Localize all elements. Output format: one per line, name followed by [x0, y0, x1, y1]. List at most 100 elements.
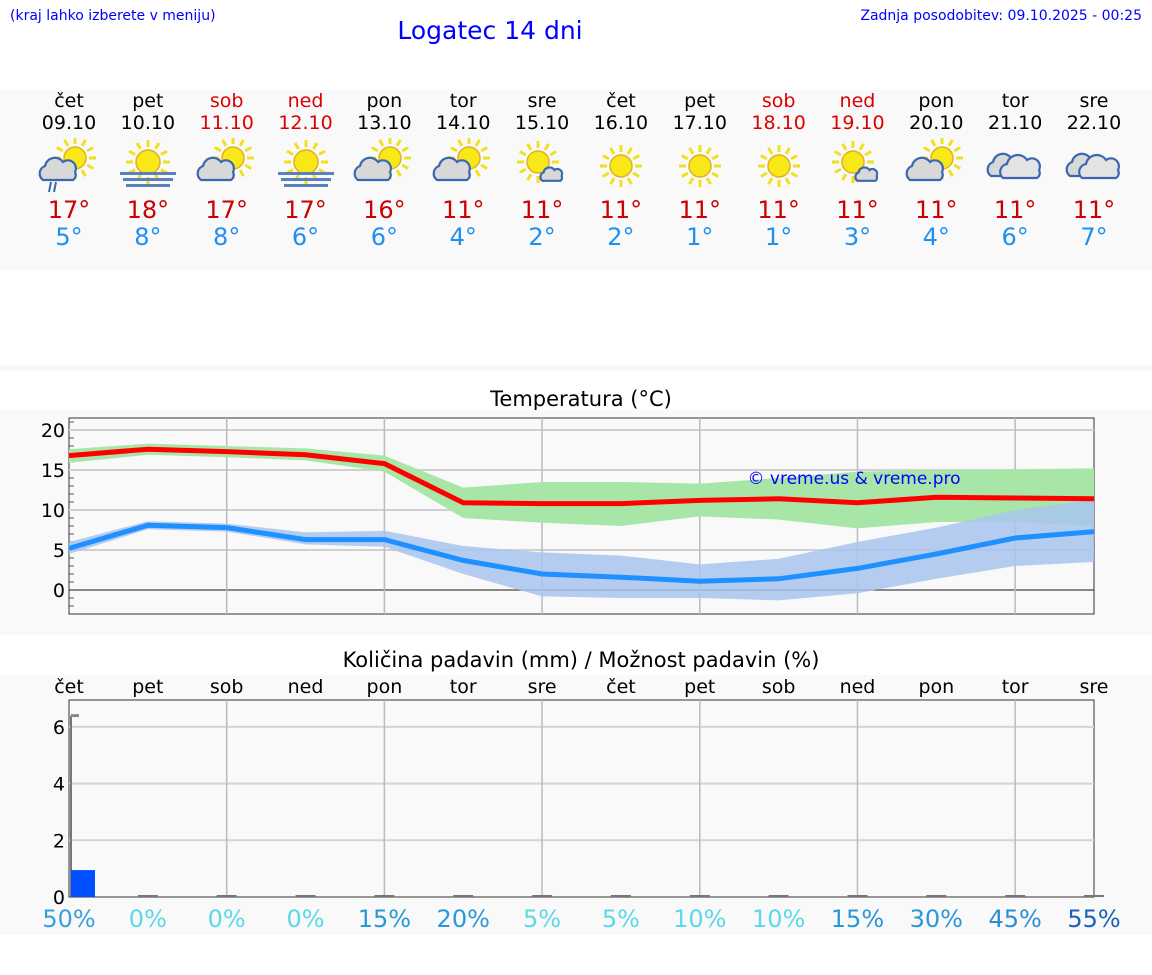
x-tick-label: čet — [606, 676, 636, 698]
min-temp: 6° — [370, 223, 399, 251]
min-temp: 4° — [449, 223, 477, 251]
weekday: pon — [366, 90, 403, 112]
date: 11.10 — [199, 112, 254, 134]
precipitation-chart: 0 2 4 6 čet pet sob ned pon tor sre čet pet sob ned pon… — [42, 676, 1120, 933]
day-forecast: čet 16.10 11° 2° — [581, 90, 661, 250]
temperature-chart-panel: 0 5 10 15 20 © vreme.us & vreme.pro — [0, 410, 1152, 635]
y-tick-label: 6 — [53, 717, 65, 739]
date: 12.10 — [278, 112, 333, 134]
cloudy-icon — [986, 152, 1042, 180]
sun-icon — [678, 145, 721, 187]
min-temp: 6° — [1001, 223, 1029, 251]
weekday: tor — [1001, 90, 1029, 112]
day-forecast: čet 09.10 17° 5° — [29, 90, 109, 250]
precip-probability: 10% — [673, 905, 726, 933]
max-temp: 11° — [1072, 196, 1116, 224]
temperature-chart-title: Temperatura (°C) — [490, 387, 672, 411]
day-forecast: pon 20.10 11° 4° — [896, 90, 976, 250]
max-temp: 11° — [993, 196, 1037, 224]
max-temp: 11° — [520, 196, 564, 224]
precipitation-chart-title: Količina padavin (mm) / Možnost padavin … — [342, 648, 820, 672]
date: 17.10 — [672, 112, 727, 134]
temperature-chart: 0 5 10 15 20 © vreme.us & vreme.pro — [41, 417, 1095, 615]
min-temp-band — [69, 499, 1094, 601]
x-tick-label: tor — [450, 676, 477, 698]
sun-icon — [599, 145, 642, 187]
precip-bar — [847, 895, 868, 897]
precip-probability: 45% — [988, 905, 1041, 933]
max-temp: 18° — [126, 196, 170, 224]
sun-small-cloud-icon — [517, 141, 564, 183]
precip-probability: 30% — [910, 905, 963, 933]
max-temp-band — [69, 443, 1094, 529]
weekday: ned — [287, 90, 324, 112]
precip-bar — [453, 895, 474, 897]
day-forecast: sob 18.10 11° 1° — [739, 90, 819, 250]
weekday: pet — [132, 90, 164, 112]
day-forecast: sre 22.10 11° 7° — [1054, 90, 1134, 250]
cloudy-icon — [1065, 152, 1120, 180]
partly-cloudy-rain-icon — [38, 138, 96, 193]
min-temp: 1° — [764, 223, 793, 251]
min-temp: 3° — [843, 223, 872, 251]
precip-bar — [295, 895, 316, 897]
precip-probability: 55% — [1067, 905, 1120, 933]
max-temp: 11° — [678, 196, 722, 224]
date: 20.10 — [909, 112, 964, 134]
precip-bar — [137, 895, 158, 897]
date: 14.10 — [436, 112, 491, 134]
precip-probability: 10% — [752, 905, 805, 933]
partly-cloudy-icon — [354, 138, 412, 182]
precip-bar — [532, 895, 553, 897]
y-tick-label: 0 — [53, 887, 65, 909]
max-temp: 11° — [757, 196, 800, 224]
x-tick-label: pet — [684, 676, 715, 698]
max-temp: 11° — [599, 196, 643, 224]
y-tick-label: 2 — [53, 830, 65, 852]
y-tick-label: 15 — [41, 460, 65, 482]
date: 10.10 — [120, 112, 176, 134]
precip-bar — [926, 895, 947, 897]
day-forecast: tor 21.10 11° 6° — [975, 90, 1055, 250]
plot-area — [68, 699, 1095, 898]
x-tick-label: pet — [132, 676, 163, 698]
day-forecast: ned 19.10 11° 3° — [817, 90, 897, 250]
precip-probability: 5% — [523, 905, 561, 933]
day-forecast: tor 14.10 11° 4° — [423, 90, 503, 250]
day-forecast: pet 17.10 11° 1° — [660, 90, 740, 250]
date: 16.10 — [593, 112, 649, 134]
min-temp: 8° — [213, 223, 241, 251]
date: 18.10 — [751, 112, 806, 134]
precip-probability: 5% — [602, 905, 640, 933]
x-tick-label: sob — [210, 676, 244, 698]
y-tick-label: 5 — [53, 540, 65, 562]
sun-fog-icon — [119, 140, 176, 187]
last-update: Zadnja posodobitev: 09.10.2025 - 00:25 — [860, 8, 1142, 24]
weekday: ned — [839, 90, 876, 112]
day-forecast: ned 12.10 17° 6° — [266, 90, 346, 250]
daily-forecast-strip: čet 09.10 17° 5° pet 10.10 18° 8° sob 11.1… — [0, 90, 1152, 270]
y-tick-label: 10 — [41, 500, 65, 522]
date: 09.10 — [41, 112, 97, 134]
day-forecast: sre 15.10 11° 2° — [502, 90, 582, 250]
precip-probability: 0% — [286, 905, 324, 933]
partly-cloudy-icon — [432, 138, 491, 182]
min-temp: 5° — [55, 223, 83, 251]
weekday: sob — [209, 90, 244, 112]
weekday: čet — [54, 90, 84, 112]
date: 13.10 — [357, 112, 412, 134]
min-temp: 2° — [607, 223, 635, 251]
precip-bar — [768, 895, 789, 897]
weekday: pet — [684, 90, 716, 112]
day-forecast: pon 13.10 16° 6° — [344, 90, 424, 250]
precip-bar — [1005, 895, 1026, 897]
max-temp-line — [68, 446, 1095, 507]
min-temp-line — [68, 522, 1095, 584]
x-tick-label: ned — [288, 676, 324, 698]
date: 22.10 — [1066, 112, 1122, 134]
precipitation-chart-panel: 0 2 4 6 čet pet sob ned pon tor sre čet pet sob ned pon… — [0, 675, 1152, 935]
menu-hint: (kraj lahko izberete v meniju) — [10, 8, 216, 24]
max-temp: 17° — [284, 196, 327, 224]
sun-icon — [757, 145, 800, 187]
x-tick-label: pon — [367, 676, 403, 698]
